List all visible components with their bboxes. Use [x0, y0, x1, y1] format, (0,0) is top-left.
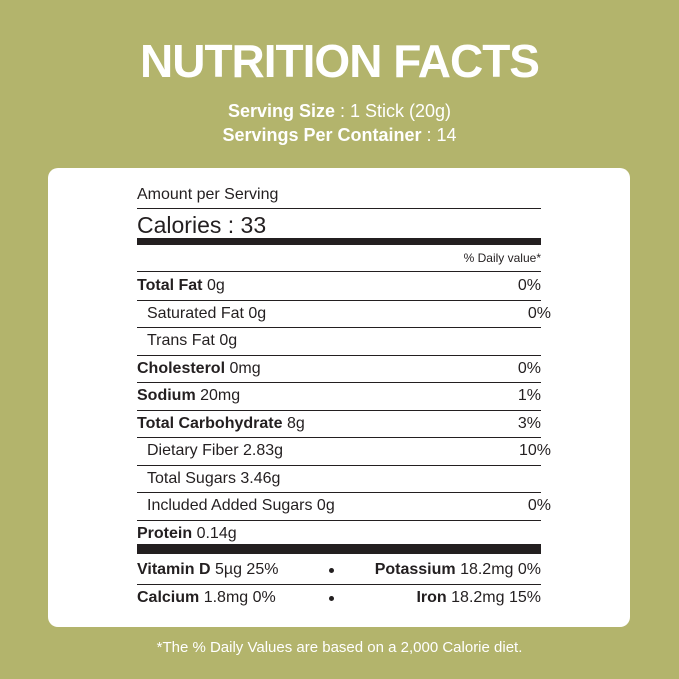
rule: [137, 584, 541, 585]
rule: [137, 464, 541, 466]
nutrient-row: Trans Fat 0g: [137, 329, 551, 353]
nutrient-name: Saturated Fat: [147, 304, 244, 322]
rule: [137, 208, 541, 209]
nutrient-row: Included Added Sugars 0g 0%: [137, 494, 551, 518]
nutrient-amount: 0g: [248, 304, 267, 322]
vitamin: Iron 18.2mg 15%: [416, 586, 541, 610]
nutrient-name: Trans Fat: [147, 332, 215, 349]
nutrient-amount: 0g: [219, 332, 238, 349]
nutrient-amount: 8g: [286, 414, 305, 432]
rule: [137, 544, 541, 554]
value: : 14: [426, 125, 457, 145]
vitamin-amount: 1.8mg 0%: [203, 589, 276, 606]
rule: [137, 409, 541, 411]
title: NUTRITION FACTS: [140, 35, 540, 87]
nutrient-name: Sodium: [137, 387, 196, 404]
vitamin-amount: 18.2mg 0%: [460, 561, 541, 578]
nutrient-amount: 0.14g: [196, 524, 237, 542]
bullet: [329, 596, 334, 601]
vitamin: Calcium 1.8mg 0%: [137, 589, 276, 606]
vitamin-row: Calcium 1.8mg 0% Iron 18.2mg 15%: [137, 586, 541, 610]
daily-value: 1%: [517, 387, 541, 404]
nutrient-name: Total Carbohydrate: [137, 414, 283, 432]
nutrient-row: Total Fat 0g 0%: [137, 274, 541, 298]
rule: [137, 492, 541, 493]
vitamin-name: Calcium: [137, 589, 200, 606]
nutrient-amount: 3.46g: [240, 469, 281, 487]
nutrient-row: Cholesterol 0mg 0%: [137, 357, 541, 381]
nutrient-row: Protein 0.14g: [137, 522, 541, 546]
thick-rule: [137, 238, 541, 245]
rule: [137, 382, 541, 383]
vitamin-name: Vitamin D: [137, 561, 211, 578]
rule: [137, 519, 541, 521]
nutrient-amount: 20mg: [200, 387, 241, 404]
nutrient-name: Total Fat: [137, 277, 203, 294]
vitamin-row: Vitamin D 5µg 25% Potassium 18.2mg 0%: [137, 558, 541, 582]
nutrient-amount: 0g: [206, 277, 225, 294]
vitamin-amount: 5µg 25%: [214, 561, 279, 578]
nutrient-amount: 2.83g: [243, 442, 284, 459]
rule: [137, 437, 541, 438]
serving-size: Serving Size : 1 Stick (20g): [0, 101, 679, 122]
rule: [137, 271, 541, 272]
label: Servings Per Container: [222, 125, 422, 145]
nutrient-amount: 0g: [316, 497, 335, 514]
nutrient-row: Saturated Fat 0g 0%: [137, 302, 551, 326]
nutrient-row: Total Sugars 3.46g: [137, 467, 551, 491]
label: Calories :: [137, 212, 235, 238]
nutrient-name: Dietary Fiber: [147, 442, 239, 459]
nutrient-name: Protein: [137, 524, 193, 542]
rule: [137, 327, 541, 328]
daily-value: 0%: [517, 359, 541, 377]
nutrient-name: Total Sugars: [147, 469, 236, 487]
daily-value: 3%: [517, 414, 541, 432]
rule: [137, 354, 541, 356]
nutrient-name: Included Added Sugars: [147, 497, 313, 514]
servings-per-container: Servings Per Container : 14: [0, 125, 679, 146]
daily-value: 10%: [518, 442, 551, 459]
nutrient-row: Dietary Fiber 2.83g 10%: [137, 439, 551, 463]
nutrient-row: Total Carbohydrate 8g 3%: [137, 412, 541, 436]
label: Serving Size: [227, 101, 335, 121]
daily-value-heading: % Daily value*: [137, 246, 541, 270]
footnote: *The % Daily Values are based on a 2,000…: [156, 639, 523, 656]
vitamin-name: Potassium: [374, 561, 456, 578]
nutrient-row: Sodium 20mg 1%: [137, 384, 541, 408]
rule: [137, 299, 541, 301]
vitamin-name: Iron: [416, 589, 447, 606]
daily-value: 0%: [527, 304, 551, 322]
nutrient-name: Cholesterol: [137, 359, 226, 377]
vitamin: Potassium 18.2mg 0%: [375, 558, 541, 582]
bullet: [329, 568, 334, 573]
vitamin-amount: 18.2mg 15%: [451, 589, 541, 606]
vitamin: Vitamin D 5µg 25%: [137, 561, 278, 578]
daily-value: 0%: [527, 497, 551, 514]
value: 33: [240, 212, 267, 238]
amount-per-serving: Amount per Serving: [137, 186, 279, 203]
daily-value: 0%: [517, 277, 541, 294]
text: % Daily value*: [463, 251, 541, 265]
value: : 1 Stick (20g): [340, 101, 452, 121]
nutrient-amount: 0mg: [229, 359, 261, 377]
calories: Calories : 33: [137, 211, 541, 239]
